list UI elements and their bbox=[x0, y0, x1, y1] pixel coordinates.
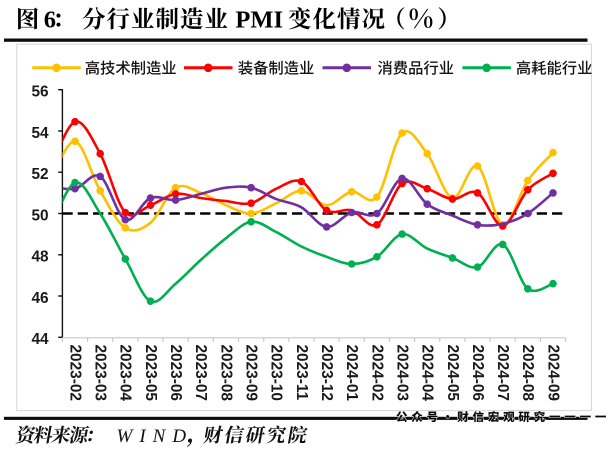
svg-text:2024-04: 2024-04 bbox=[419, 345, 436, 402]
svg-text:2023-07: 2023-07 bbox=[192, 345, 209, 401]
svg-text:2023-11: 2023-11 bbox=[293, 345, 310, 401]
svg-text:2024-03: 2024-03 bbox=[394, 345, 411, 401]
svg-text:54: 54 bbox=[31, 125, 49, 142]
svg-text:2024-07: 2024-07 bbox=[494, 345, 511, 401]
svg-text:2024-02: 2024-02 bbox=[368, 345, 385, 401]
svg-text:44: 44 bbox=[31, 331, 49, 348]
svg-text:2023-12: 2023-12 bbox=[318, 345, 335, 401]
svg-text:2023-02: 2023-02 bbox=[66, 345, 83, 401]
svg-text:2023-08: 2023-08 bbox=[217, 345, 234, 402]
svg-text:56: 56 bbox=[31, 84, 48, 101]
svg-text:2024-01: 2024-01 bbox=[343, 345, 360, 402]
svg-text:2023-03: 2023-03 bbox=[92, 345, 109, 401]
svg-text:WIND: WIND bbox=[117, 426, 194, 447]
svg-text:2023-04: 2023-04 bbox=[117, 345, 134, 402]
svg-text:6: 6 bbox=[44, 6, 56, 33]
svg-text:2023-06: 2023-06 bbox=[167, 345, 184, 401]
svg-text:2024-05: 2024-05 bbox=[444, 345, 461, 402]
svg-text:52: 52 bbox=[31, 166, 48, 183]
svg-text:2024-09: 2024-09 bbox=[544, 345, 561, 401]
svg-text:50: 50 bbox=[31, 207, 48, 224]
svg-text:46: 46 bbox=[31, 290, 48, 307]
svg-text:2023-10: 2023-10 bbox=[268, 345, 285, 401]
svg-text:48: 48 bbox=[31, 249, 49, 266]
svg-text:2023-05: 2023-05 bbox=[142, 345, 159, 402]
svg-text:2024-06: 2024-06 bbox=[469, 345, 486, 401]
svg-text:2023-09: 2023-09 bbox=[243, 345, 260, 401]
svg-text:2024-08: 2024-08 bbox=[519, 345, 536, 402]
svg-text:PMI: PMI bbox=[235, 6, 283, 33]
